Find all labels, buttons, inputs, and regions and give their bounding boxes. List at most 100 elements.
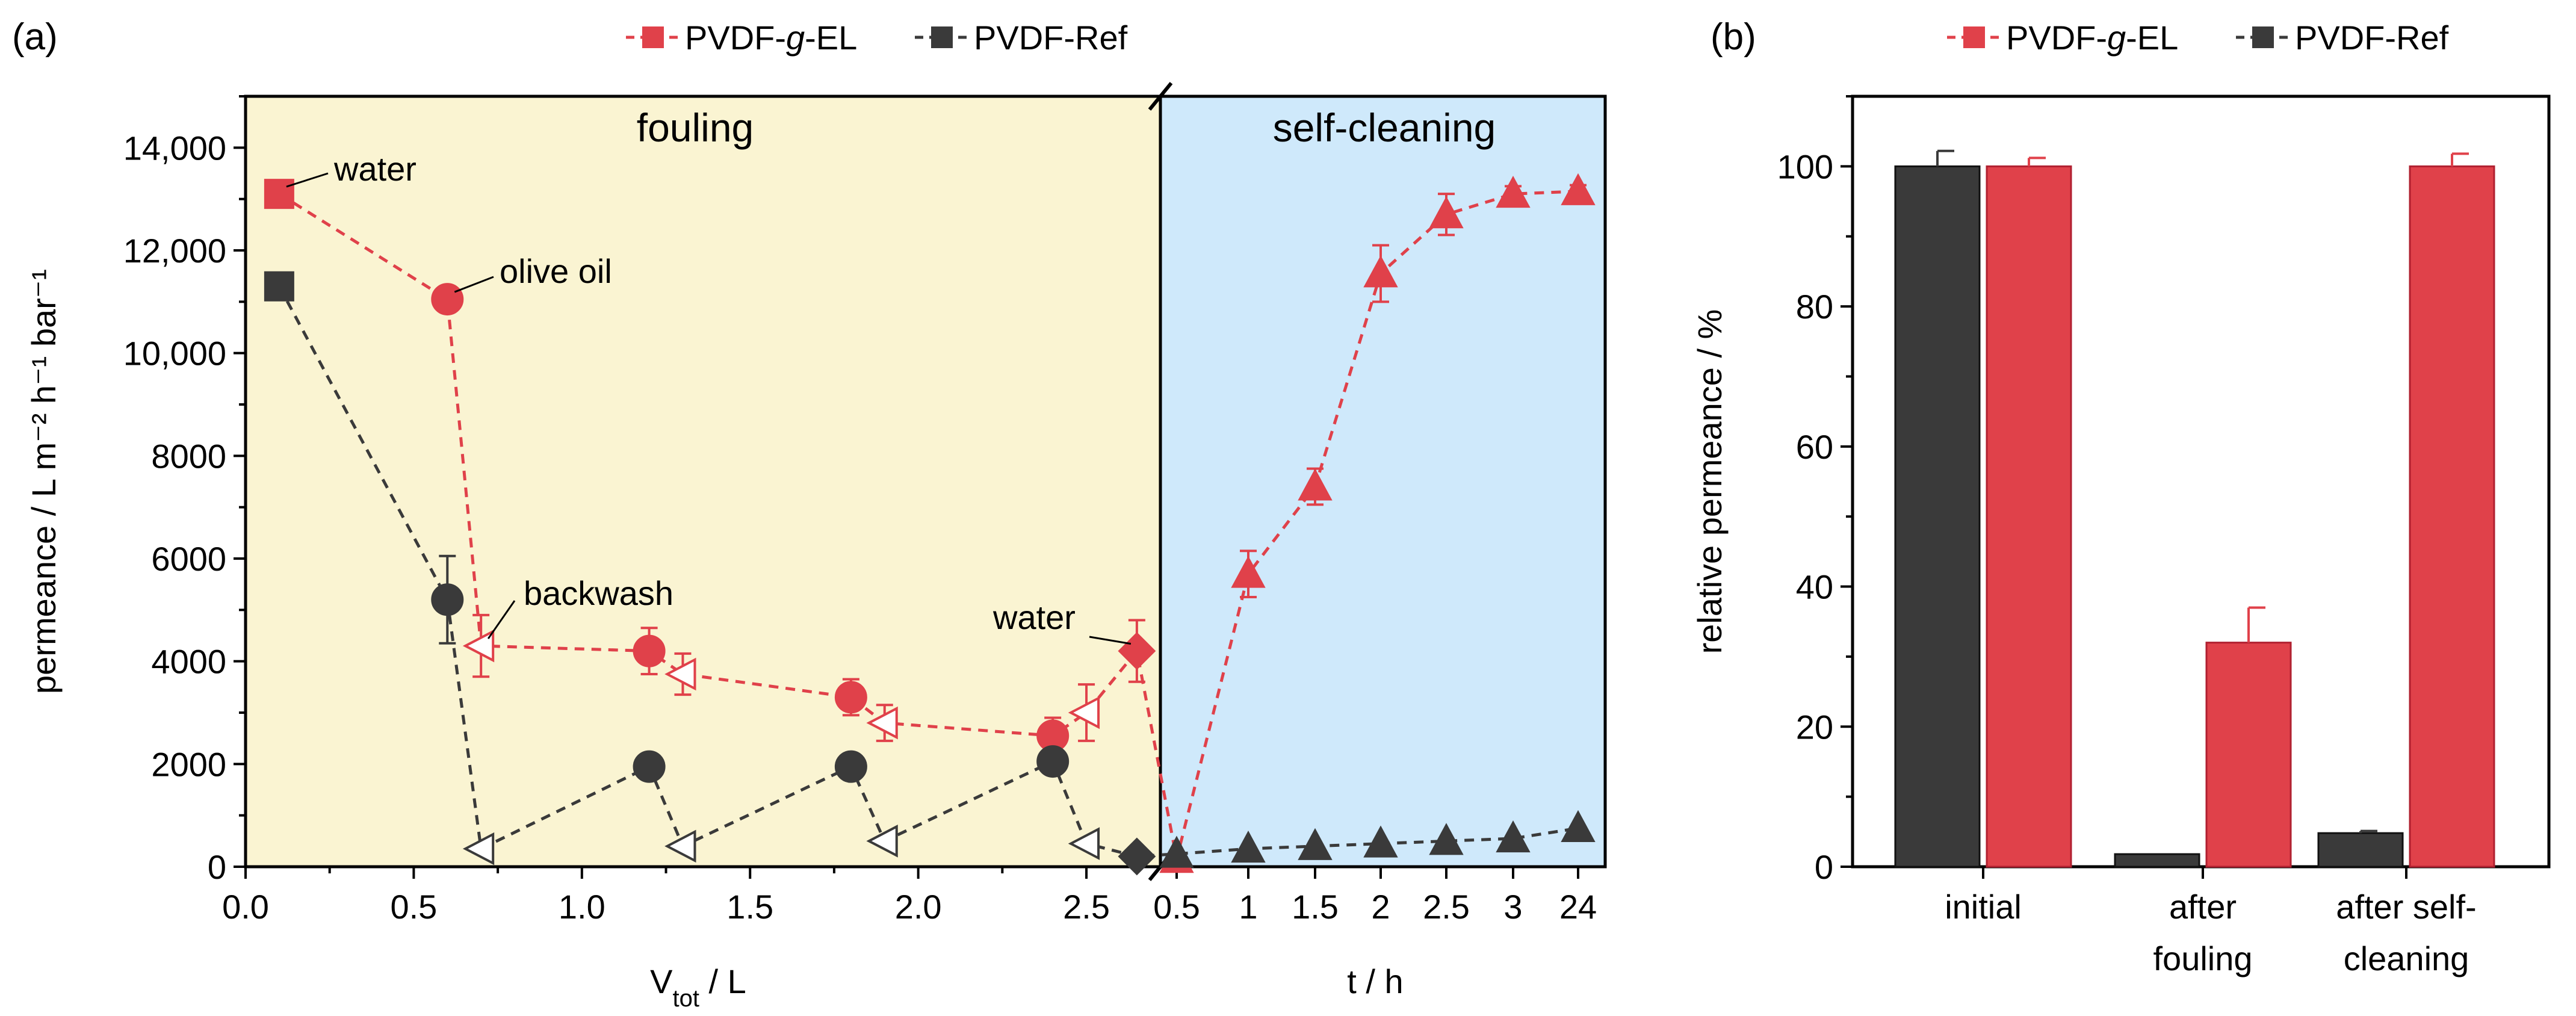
legend-label-italic: g	[786, 19, 805, 57]
x-axis-label-volume: Vtot / L	[650, 962, 746, 1012]
data-point	[1036, 745, 1070, 778]
bar-PVDF-g-EL	[2205, 642, 2292, 868]
category-label: fouling	[2153, 940, 2252, 977]
data-point	[1159, 835, 1194, 868]
x-tick-label: 0.5	[390, 888, 437, 926]
t-tick-label: 2.5	[1423, 888, 1470, 926]
data-point	[633, 634, 666, 668]
data-point	[1068, 696, 1100, 729]
legend-marker	[931, 26, 953, 48]
data-point	[264, 179, 294, 209]
x-axis-label-main: V	[650, 962, 673, 1000]
t-tick-label: 2	[1371, 888, 1390, 926]
annotation-label: water	[333, 150, 416, 188]
annotation-label: olive oil	[500, 252, 612, 290]
data-point	[1118, 632, 1156, 671]
annotation-label: water	[992, 598, 1076, 636]
y-tick-label: 60	[1796, 428, 1833, 466]
y-tick-label: 100	[1777, 147, 1833, 185]
series-line-0	[278, 190, 1579, 860]
y-tick-label: 2000	[151, 745, 226, 783]
chart-a: fouling self-cleaning 0 2000 4000 6000 8000 10,…	[12, 16, 1607, 1012]
annotation-leader	[1089, 636, 1132, 645]
data-point	[1118, 837, 1156, 876]
y-tick-label: 10,000	[123, 335, 226, 373]
legend-label: PVDF-g-EL	[2006, 19, 2178, 57]
data-point	[462, 832, 495, 866]
bar-PVDF-Ref	[1894, 165, 1981, 868]
cleaning-region	[1160, 96, 1605, 867]
bar-PVDF-Ref	[2317, 832, 2404, 868]
x-axis-label-rest: / L	[699, 962, 746, 1000]
y-axis-label: relative permeance / %	[1691, 309, 1729, 654]
self-cleaning-label: self-cleaning	[1273, 105, 1496, 150]
legend-marker	[1963, 26, 1985, 48]
y-tick-label: 14,000	[123, 129, 226, 167]
axis-break-icon	[1148, 82, 1173, 111]
legend-label-part: PVDF-	[2006, 19, 2107, 57]
data-point	[1429, 196, 1464, 229]
x-axis-label-time: t / h	[1347, 962, 1403, 1000]
x-tick-label: 2.0	[895, 888, 942, 926]
plot-frame	[244, 94, 1607, 869]
panel-label-a: (a)	[12, 16, 58, 58]
y-tick-label: 20	[1796, 708, 1833, 746]
x-tick-label: 0.0	[222, 888, 269, 926]
data-point	[866, 825, 898, 858]
chart-b: 0 20 40 60 80 100 relative permeance / % initia…	[1691, 16, 2551, 977]
y-tick-label: 4000	[151, 643, 226, 681]
data-point	[834, 750, 867, 783]
t-tick-label: 1.5	[1292, 888, 1339, 926]
data-point	[834, 681, 867, 714]
data-point	[431, 583, 464, 616]
fouling-label: fouling	[637, 105, 754, 150]
annotation-label: backwash	[524, 574, 673, 612]
data-point	[431, 283, 464, 316]
annotation-leader	[487, 600, 516, 639]
data-point	[1429, 823, 1464, 855]
data-point	[664, 657, 696, 691]
data-point	[1231, 831, 1266, 863]
annotation-leader	[286, 172, 329, 188]
data-point	[1298, 468, 1333, 501]
y-tick-label: 6000	[151, 540, 226, 578]
bar-PVDF-g-EL	[1986, 165, 2072, 868]
legend-marker	[2252, 26, 2274, 48]
category-label: initial	[1945, 888, 2022, 926]
legend-label-part: -EL	[2126, 19, 2178, 57]
y-axis-label: permeance / L m⁻² h⁻¹ bar⁻¹	[25, 269, 63, 694]
category-label: after self-	[2336, 888, 2476, 926]
data-point	[1496, 820, 1531, 853]
legend-label-italic: g	[2107, 19, 2126, 57]
legend-label: PVDF-g-EL	[685, 19, 857, 57]
plot-frame	[1851, 94, 2551, 869]
data-point	[1561, 173, 1596, 205]
y-tick-label: 8000	[151, 437, 226, 475]
x-tick-label: 1.5	[726, 888, 773, 926]
y-tick-label: 0	[1815, 848, 1833, 886]
data-point	[633, 750, 666, 783]
data-point	[1298, 828, 1333, 860]
x-tick-label: 2.5	[1063, 888, 1110, 926]
x-axis-label-sub: tot	[673, 985, 699, 1012]
legend-label-part: PVDF-Ref	[974, 19, 1128, 57]
t-tick-label: 1	[1239, 888, 1257, 926]
x-tick-label: 1.0	[559, 888, 605, 926]
data-point	[1363, 825, 1398, 858]
y-tick-label: 0	[208, 848, 226, 886]
legend-label: PVDF-Ref	[974, 19, 1128, 57]
y-tick-label: 12,000	[123, 232, 226, 270]
legend-marker	[642, 26, 664, 48]
t-tick-label: 0.5	[1153, 888, 1200, 926]
category-label: cleaning	[2344, 940, 2469, 977]
y-tick-label: 80	[1796, 288, 1833, 326]
legend-label-part: -EL	[805, 19, 857, 57]
t-tick-label: 3	[1503, 888, 1522, 926]
legend-label: PVDF-Ref	[2295, 19, 2449, 57]
y-tick-label: 40	[1796, 568, 1833, 606]
legend-label-part: PVDF-	[685, 19, 786, 57]
data-point	[664, 829, 696, 863]
data-point	[264, 271, 294, 302]
data-point	[1231, 556, 1266, 588]
